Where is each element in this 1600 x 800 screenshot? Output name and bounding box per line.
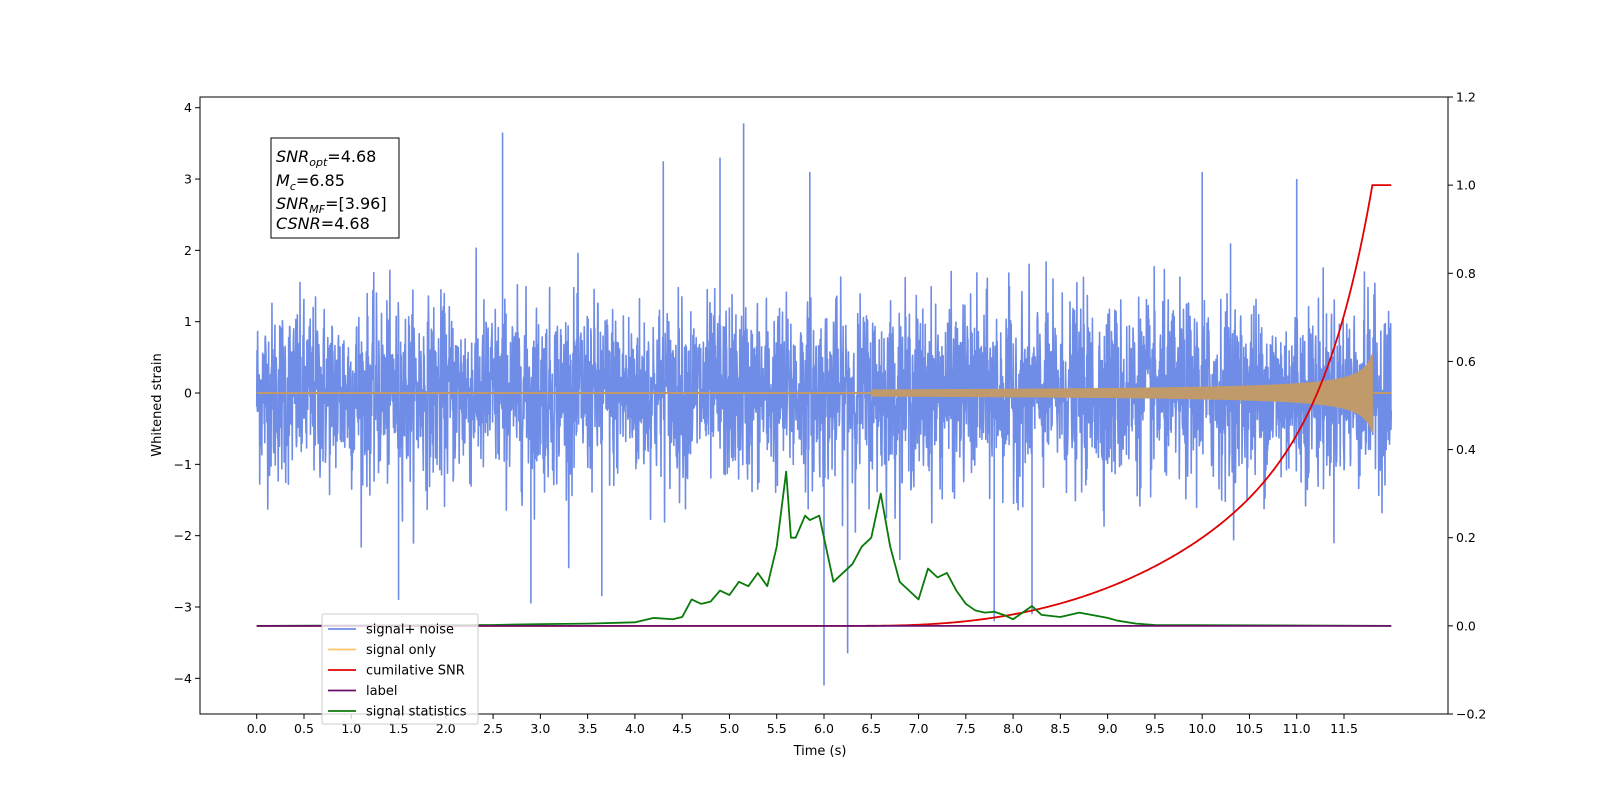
stats-annotation: SNRopt=4.68 Mc=6.85 SNRMF=[3.96] CSNR=4.… [270, 137, 400, 239]
x-axis-label: Time (s) [793, 744, 847, 759]
y-right-tick-label: 0.8 [1456, 266, 1476, 281]
y-axis-label: Whitened strain [150, 353, 165, 456]
y-tick-label: 2 [184, 243, 192, 258]
y-tick-label: −3 [174, 600, 192, 615]
x-tick-label: 4.5 [672, 721, 692, 736]
y-tick-label: 4 [184, 100, 192, 115]
x-tick-label: 8.0 [1003, 721, 1023, 736]
x-tick-label: 7.0 [909, 721, 929, 736]
y-right-tick-label: 1.0 [1456, 178, 1476, 193]
x-tick-label: 7.5 [956, 721, 976, 736]
x-axis: 0.0 0.5 1.0 1.5 2.0 2.5 3.0 3.5 4.0 4.5 5.0 5.5 6.0 6… [247, 714, 1358, 736]
x-tick-label: 3.5 [578, 721, 598, 736]
legend-box [321, 613, 479, 725]
legend-entry: signal only [366, 643, 436, 658]
y-axis-left: 4 3 2 1 0 −1 −2 −3 −4 [174, 100, 200, 686]
y-tick-label: −2 [174, 528, 192, 543]
y-tick-label: −4 [174, 671, 192, 686]
x-tick-label: 5.0 [720, 721, 740, 736]
y-right-tick-label: 1.2 [1456, 90, 1476, 105]
x-tick-label: 3.0 [530, 721, 550, 736]
annotation-snr-mf: SNRMF=[3.96] [276, 194, 387, 216]
annotation-mc: Mc=6.85 [276, 171, 345, 193]
x-tick-label: 2.0 [436, 721, 456, 736]
x-tick-label: 0.0 [247, 721, 267, 736]
y-tick-label: 0 [184, 386, 192, 401]
x-tick-label: 1.5 [389, 721, 409, 736]
legend: signal+ noise signal only cumilative SNR la… [321, 613, 479, 725]
x-tick-label: 11.5 [1330, 721, 1358, 736]
y-right-tick-label: 0.4 [1456, 442, 1476, 457]
annotation-snr-opt: SNRopt=4.68 [276, 147, 376, 169]
x-tick-label: 10.5 [1236, 721, 1264, 736]
x-tick-label: 9.5 [1145, 721, 1165, 736]
y-tick-label: 3 [184, 172, 192, 187]
x-tick-label: 10.0 [1188, 721, 1216, 736]
series-signal-statistics [256, 470, 1392, 627]
annotation-csnr: CSNR=4.68 [276, 214, 370, 233]
x-tick-label: 2.5 [483, 721, 503, 736]
series-signal-only [870, 353, 1373, 433]
x-tick-label: 4.0 [625, 721, 645, 736]
y-axis-right: 1.2 1.0 0.8 0.6 0.4 0.2 0.0 −0.2 [1448, 90, 1486, 722]
y-tick-label: 1 [184, 314, 192, 329]
x-tick-label: 5.5 [767, 721, 787, 736]
y-right-tick-label: 0.6 [1456, 354, 1476, 369]
legend-entry: signal+ noise [366, 623, 454, 638]
y-tick-label: −1 [174, 457, 192, 472]
y-right-tick-label: −0.2 [1456, 707, 1486, 722]
x-tick-label: 8.5 [1050, 721, 1070, 736]
x-tick-label: 1.0 [341, 721, 361, 736]
y-right-tick-label: 0.2 [1456, 530, 1476, 545]
x-tick-label: 11.0 [1283, 721, 1311, 736]
x-tick-label: 6.0 [814, 721, 834, 736]
x-tick-label: 6.5 [861, 721, 881, 736]
legend-entry: label [366, 684, 397, 699]
x-tick-label: 9.0 [1098, 721, 1118, 736]
annotation-box [270, 137, 400, 239]
y-right-tick-label: 0.0 [1456, 618, 1476, 633]
legend-entry: cumilative SNR [366, 664, 465, 679]
legend-entry: signal statistics [366, 705, 467, 720]
x-tick-label: 0.5 [294, 721, 314, 736]
